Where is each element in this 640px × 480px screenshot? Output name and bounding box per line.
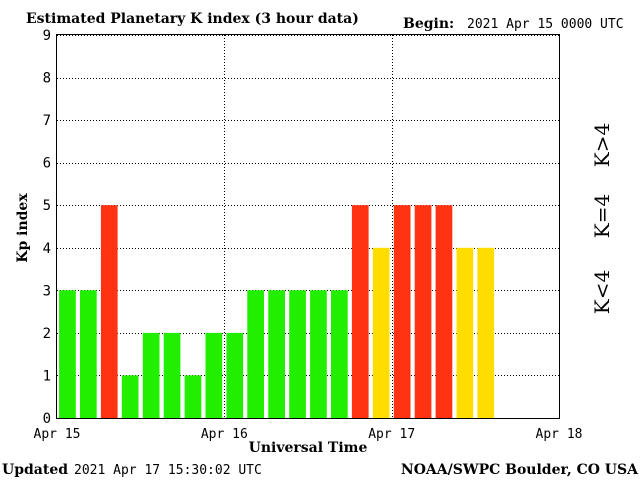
y-tick-label: 8 [43,71,51,87]
legend-k-below-4: K<4 [590,270,614,314]
kp-bar [351,205,369,418]
grid-lines [57,35,559,418]
x-tick-label: Apr 16 [201,427,248,442]
kp-bar [331,290,348,418]
updated-value: 2021 Apr 17 15:30:02 UTC [74,463,262,478]
kp-bar [163,332,181,418]
kp-bar [456,247,474,418]
y-tick-label: 1 [43,368,51,384]
y-tick-label: 4 [43,241,51,257]
x-tick-label: Apr 17 [368,427,415,442]
kp-bar [226,332,244,418]
y-tick-label: 7 [43,113,51,129]
kp-bar [393,205,411,418]
x-tick-label: Apr 15 [34,427,81,442]
begin-label: Begin: [403,16,454,32]
y-tick-labels: 0 1 2 3 4 5 6 7 8 9 [43,28,51,427]
kp-bar [205,332,223,418]
kp-bar [121,375,139,418]
kp-bar [435,205,453,418]
kp-bar [414,205,432,418]
legend-k-above-4: K>4 [590,123,614,167]
kp-bar [372,247,390,418]
x-tick-labels: Apr 15 Apr 16 Apr 17 Apr 18 [34,427,583,442]
kp-bar [247,290,264,418]
x-axis-label: Universal Time [249,440,368,456]
y-tick-label: 9 [43,28,51,44]
x-tick-label: Apr 18 [536,427,583,442]
y-tick-label: 6 [43,156,51,172]
y-tick-label: 0 [43,411,51,427]
updated-label: Updated [2,462,68,478]
legend-k-equal-4: K=4 [590,194,614,238]
kp-bar [142,332,160,418]
legend: K>4 K=4 K<4 [590,123,614,314]
kp-bar [184,375,202,418]
kp-bar [59,290,76,418]
y-tick-label: 2 [43,326,51,342]
y-axis-label: Kp index [15,193,31,263]
plot-area: 0 1 2 3 4 5 6 7 8 9 Apr 15 Apr 16 Apr 17 Apr 18 [34,28,583,442]
kp-bar [100,205,118,418]
begin-value: 2021 Apr 15 0000 UTC [467,17,624,32]
kp-bar [80,290,97,418]
bars-group [59,205,495,418]
y-tick-label: 3 [43,283,51,299]
kp-bar [477,247,495,418]
kp-bar [268,290,285,418]
kp-bar [289,290,306,418]
y-tick-label: 5 [43,198,51,214]
plot-frame [56,34,560,419]
kp-bar [310,290,327,418]
source-credit: NOAA/SWPC Boulder, CO USA [401,462,639,478]
chart-title: Estimated Planetary K index (3 hour data… [26,11,359,27]
